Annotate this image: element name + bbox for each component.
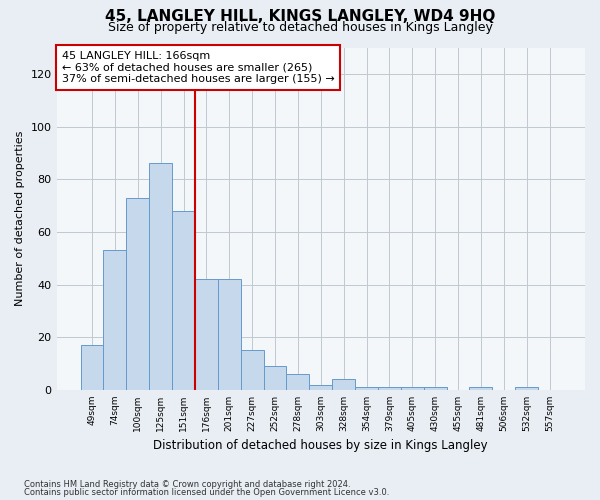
Bar xyxy=(127,198,149,390)
Bar xyxy=(149,164,172,390)
Bar xyxy=(401,388,424,390)
Bar xyxy=(103,250,127,390)
Text: 45 LANGLEY HILL: 166sqm
← 63% of detached houses are smaller (265)
37% of semi-d: 45 LANGLEY HILL: 166sqm ← 63% of detache… xyxy=(62,51,335,84)
X-axis label: Distribution of detached houses by size in Kings Langley: Distribution of detached houses by size … xyxy=(154,440,488,452)
Bar xyxy=(80,345,103,390)
Bar xyxy=(218,280,241,390)
Bar xyxy=(172,211,195,390)
Y-axis label: Number of detached properties: Number of detached properties xyxy=(15,131,25,306)
Bar xyxy=(310,384,332,390)
Bar xyxy=(378,388,401,390)
Bar xyxy=(241,350,263,390)
Bar xyxy=(424,388,446,390)
Bar xyxy=(332,380,355,390)
Bar xyxy=(286,374,310,390)
Bar xyxy=(355,388,378,390)
Text: 45, LANGLEY HILL, KINGS LANGLEY, WD4 9HQ: 45, LANGLEY HILL, KINGS LANGLEY, WD4 9HQ xyxy=(105,9,495,24)
Bar xyxy=(515,388,538,390)
Text: Size of property relative to detached houses in Kings Langley: Size of property relative to detached ho… xyxy=(107,21,493,34)
Bar xyxy=(263,366,286,390)
Bar xyxy=(469,388,493,390)
Bar xyxy=(195,280,218,390)
Text: Contains HM Land Registry data © Crown copyright and database right 2024.: Contains HM Land Registry data © Crown c… xyxy=(24,480,350,489)
Text: Contains public sector information licensed under the Open Government Licence v3: Contains public sector information licen… xyxy=(24,488,389,497)
